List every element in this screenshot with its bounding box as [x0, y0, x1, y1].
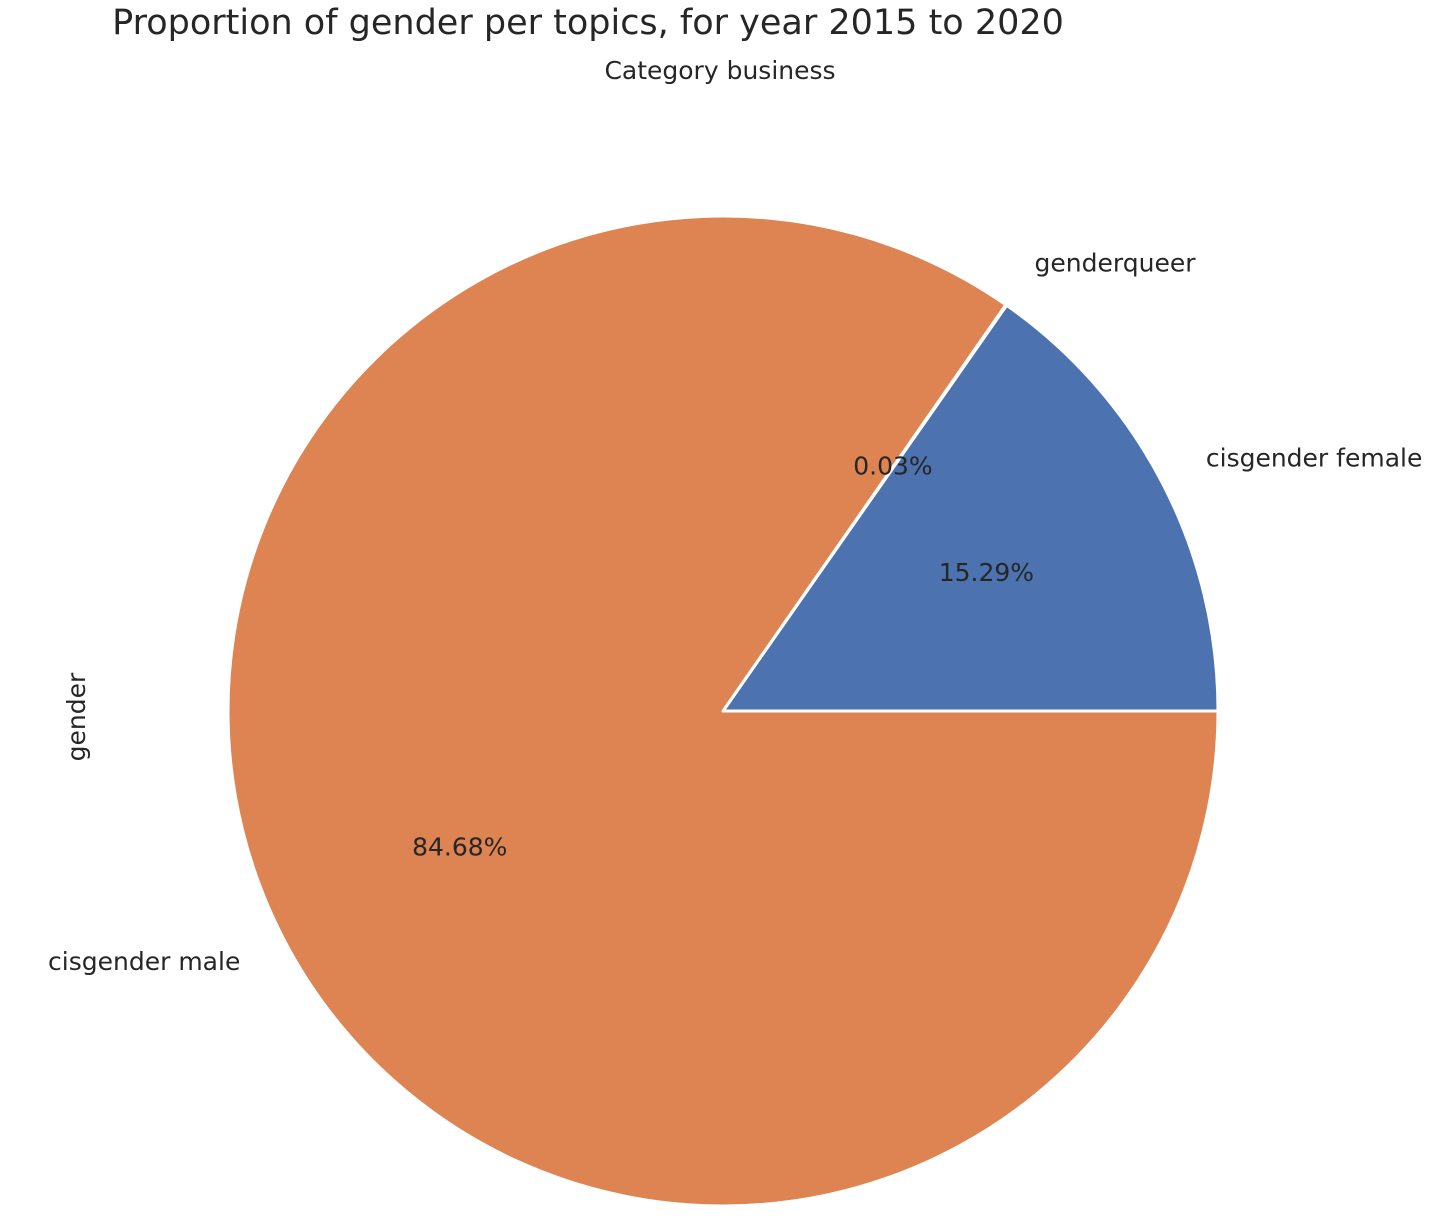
y-axis-label: gender	[62, 672, 91, 761]
slice-label-cisgender-female: cisgender female	[1206, 443, 1422, 472]
pie-slices	[226, 214, 1220, 1208]
chart-title: Proportion of gender per topics, for yea…	[112, 3, 1064, 43]
pie-slice-cisgender-male	[226, 214, 1220, 1208]
slice-label-genderqueer: genderqueer	[1035, 248, 1197, 277]
chart-subtitle: Category business	[604, 56, 835, 85]
slice-percent-cisgender-female: 15.29%	[939, 558, 1034, 587]
pie-labels: cisgender female 15.29% genderqueer 0.03% ci…	[48, 248, 1422, 976]
slice-percent-cisgender-male: 84.68%	[412, 832, 507, 861]
pie-slice-cisgender-female	[721, 303, 1220, 713]
slice-label-cisgender-male: cisgender male	[48, 947, 240, 976]
slice-percent-genderqueer: 0.03%	[853, 451, 932, 480]
